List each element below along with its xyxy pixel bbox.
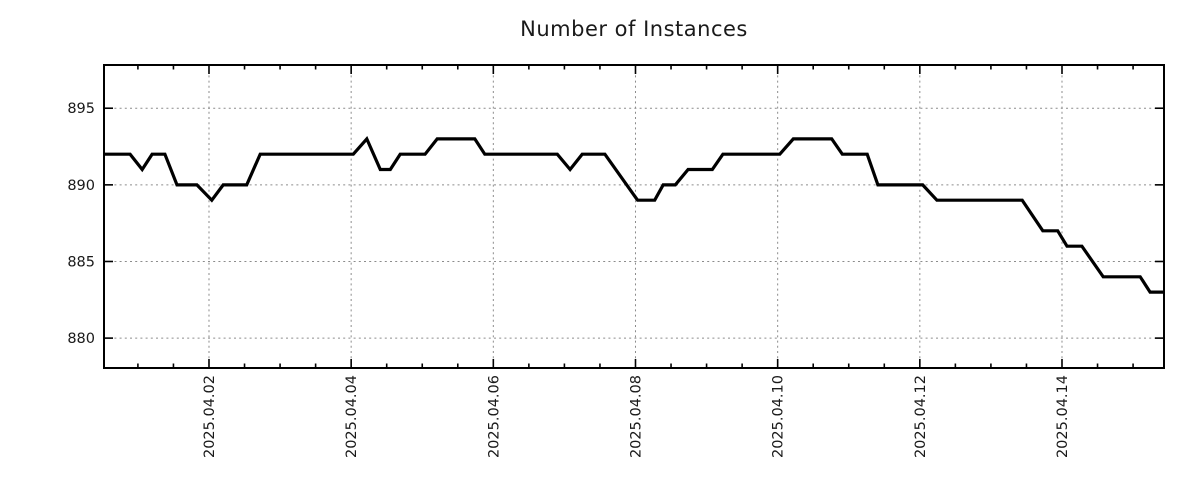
x-tick-label: 2025.04.04	[344, 375, 360, 458]
x-tick-label: 2025.04.08	[628, 375, 644, 458]
plot-frame	[103, 64, 1165, 369]
x-tick-label: 2025.04.06	[486, 375, 502, 458]
x-tick-label: 2025.04.12	[913, 375, 929, 458]
x-tick-label: 2025.04.14	[1055, 375, 1071, 458]
chart-title: Number of Instances	[520, 17, 748, 41]
y-tick-label: 885	[67, 254, 95, 270]
y-tick-label: 890	[67, 178, 95, 194]
x-tick-label: 2025.04.02	[202, 375, 218, 458]
y-tick-label: 880	[67, 331, 95, 347]
x-tick-label: 2025.04.10	[771, 375, 787, 458]
y-tick-label: 895	[67, 101, 95, 117]
data-line-instances	[103, 135, 1164, 294]
